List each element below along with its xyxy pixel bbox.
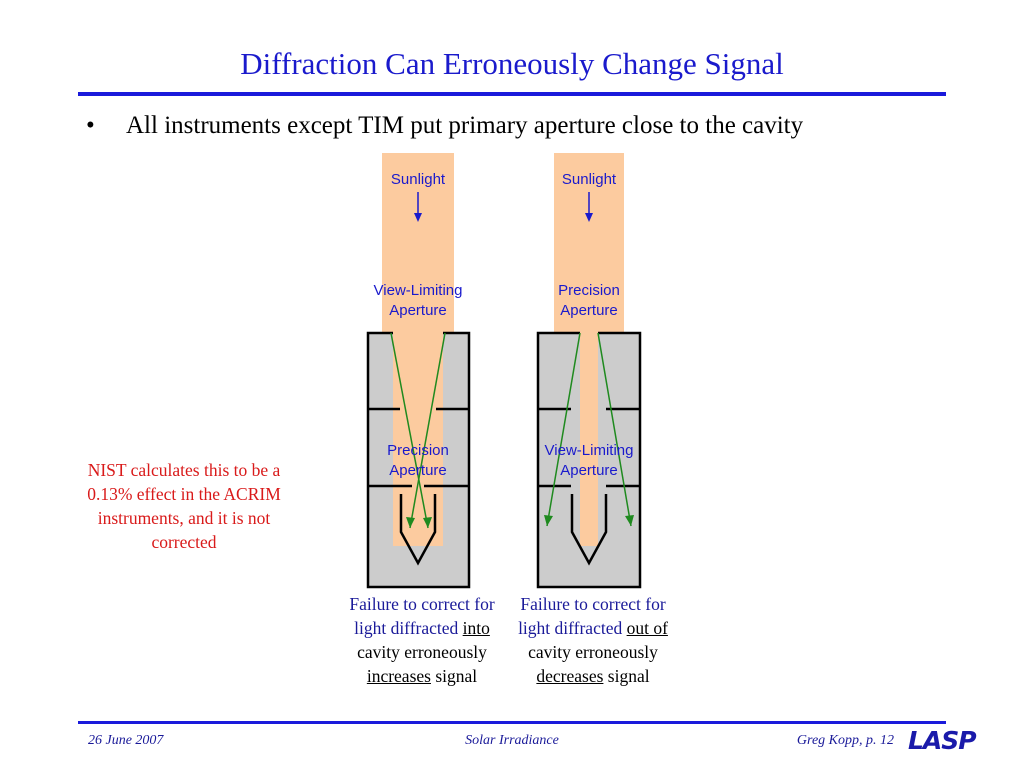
left-ray-1-arrowhead	[423, 517, 432, 528]
left-top-aperture-label-1: View-Limiting	[374, 282, 463, 299]
caption-left-emph: into	[462, 618, 490, 638]
right-top-aperture-label-2: Aperture	[560, 302, 618, 319]
caption-left-pre: Failure to correct for light diffracted	[349, 594, 495, 638]
caption-right-mid: cavity erroneously	[528, 642, 658, 662]
left-cavity	[399, 494, 437, 566]
right-sunlight-label: Sunlight	[562, 171, 617, 188]
right-top-aperture-label-1: Precision	[558, 282, 620, 299]
lasp-logo: LASP	[908, 726, 977, 755]
caption-left: Failure to correct for light diffracted …	[337, 592, 507, 688]
left-housing-outline	[366, 331, 471, 589]
right-instrument: Sunlight Precision Aperture View-Limitin…	[536, 153, 642, 589]
right-cavity	[570, 494, 608, 566]
left-inner-aperture-label-1: Precision	[387, 442, 449, 459]
right-ray-2-arrowhead	[625, 515, 634, 526]
right-housing-outline	[536, 331, 642, 589]
left-inner-aperture-label-2: Aperture	[389, 462, 447, 479]
caption-right-post: signal	[607, 666, 650, 686]
left-sunlight-label: Sunlight	[391, 171, 446, 188]
right-sunlight-beam-top	[554, 153, 624, 333]
right-ray-1-arrowhead	[544, 515, 553, 526]
right-ray-1	[546, 332, 581, 527]
footer-author-page: Greg Kopp, p. 12	[796, 733, 894, 748]
left-top-aperture-label-2: Aperture	[389, 302, 447, 319]
right-sunlight-beam-inner	[580, 333, 598, 546]
footer-title: Solar Irradiance	[465, 733, 559, 748]
left-housing	[368, 333, 469, 587]
bullet-marker: •	[86, 112, 95, 139]
footer-date: 26 June 2007	[88, 733, 164, 748]
right-ray-2	[597, 332, 632, 527]
bullet-text: All instruments except TIM put primary a…	[126, 112, 804, 139]
caption-right-emph: out of	[626, 618, 668, 638]
left-ray-2-arrowhead	[406, 517, 415, 528]
footer-divider	[78, 721, 946, 724]
caption-left-post: signal	[435, 666, 478, 686]
title-divider	[78, 92, 946, 96]
caption-right-pre: Failure to correct for light diffracted	[518, 594, 666, 638]
right-sunlight-arrowhead	[585, 213, 593, 222]
caption-right: Failure to correct for light diffracted …	[508, 592, 678, 688]
caption-left-mid: cavity erroneously	[357, 642, 487, 662]
left-ray-1	[390, 332, 429, 529]
left-ray-2	[409, 332, 446, 529]
right-inner-aperture-label-2: Aperture	[560, 462, 618, 479]
caption-left-emph2: increases	[366, 666, 431, 686]
left-instrument: Sunlight View-Limiting Aperture Precisio…	[366, 153, 471, 589]
left-sunlight-arrowhead	[414, 213, 422, 222]
page-title: Diffraction Can Erroneously Change Signa…	[240, 46, 784, 81]
caption-right-emph2: decreases	[536, 666, 604, 686]
right-inner-aperture-label-1: View-Limiting	[545, 442, 634, 459]
nist-note: NIST calculates this to be a 0.13% effec…	[87, 460, 281, 552]
